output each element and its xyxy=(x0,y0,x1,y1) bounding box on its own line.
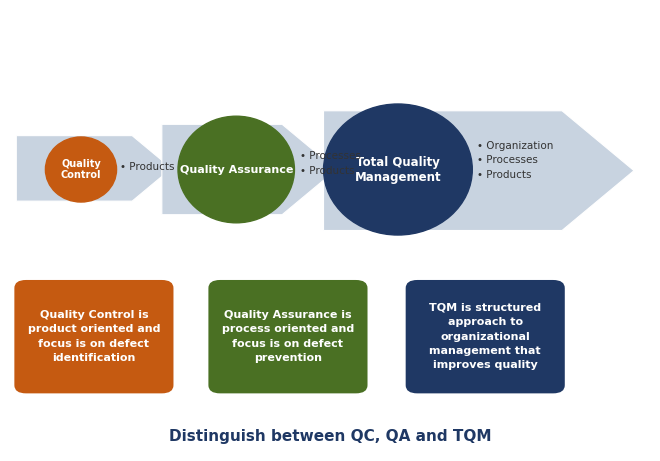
Polygon shape xyxy=(162,124,337,215)
FancyBboxPatch shape xyxy=(15,280,174,393)
Ellipse shape xyxy=(323,104,473,235)
Polygon shape xyxy=(16,136,172,201)
Text: • Organization
• Processes
• Products: • Organization • Processes • Products xyxy=(477,141,554,180)
Text: • Processes
• Products: • Processes • Products xyxy=(300,151,360,176)
FancyBboxPatch shape xyxy=(209,280,368,393)
FancyBboxPatch shape xyxy=(406,280,565,393)
Text: Quality Assurance is
process oriented and
focus is on defect
prevention: Quality Assurance is process oriented an… xyxy=(222,310,354,363)
Ellipse shape xyxy=(46,137,117,202)
Polygon shape xyxy=(323,111,634,230)
Text: Quality Assurance: Quality Assurance xyxy=(180,165,293,175)
Text: Quality Control is
product oriented and
focus is on defect
identification: Quality Control is product oriented and … xyxy=(28,310,160,363)
Text: TQM is structured
approach to
organizational
management that
improves quality: TQM is structured approach to organizati… xyxy=(429,303,541,371)
Text: Distinguish between QC, QA and TQM: Distinguish between QC, QA and TQM xyxy=(169,429,491,443)
Text: Total Quality
Management: Total Quality Management xyxy=(354,155,442,183)
Text: • Products: • Products xyxy=(119,162,174,172)
Text: Quality
Control: Quality Control xyxy=(61,159,101,180)
Ellipse shape xyxy=(178,116,294,223)
